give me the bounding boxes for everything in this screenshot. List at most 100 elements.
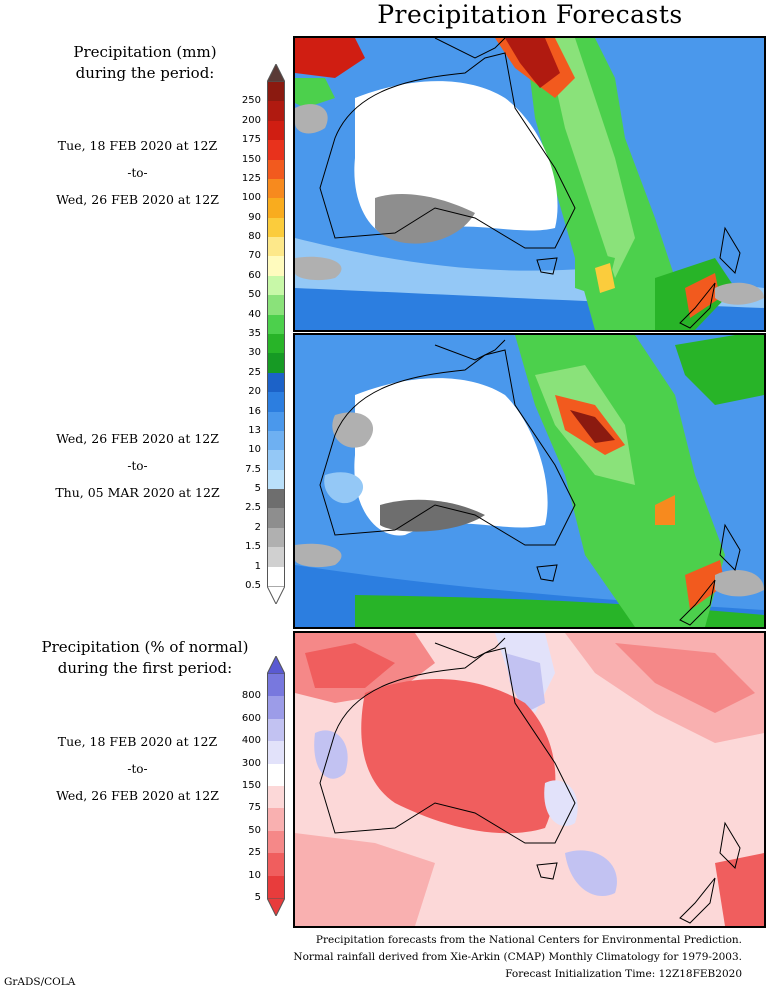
footer-line-3: Forecast Initialization Time: 12Z18FEB20… — [505, 968, 742, 980]
mm-scale-label: 10 — [248, 444, 261, 456]
mm-scale-label: 200 — [241, 114, 261, 126]
pct-scale-swatch — [267, 674, 285, 697]
page-title: Precipitation Forecasts — [377, 0, 683, 29]
mm-scale-label: 0.5 — [245, 580, 261, 591]
pct-scale-top-arrow — [267, 656, 285, 674]
pct-scale-swatch — [267, 696, 285, 720]
mm-scale-label: 100 — [241, 192, 261, 204]
pct-scale-swatch — [267, 741, 285, 765]
mm-scale-swatch — [267, 295, 285, 316]
pct-colorbar: 800 600 400 300 150 75 50 25 10 5 — [242, 656, 285, 916]
mm-scale-swatch — [267, 178, 285, 199]
mm-scale-label: 50 — [248, 289, 261, 301]
pct-scale-label: 10 — [248, 869, 261, 881]
pct-scale-swatch — [267, 875, 285, 899]
mm-scale-swatch — [267, 140, 285, 161]
period2-sep: -to- — [127, 459, 148, 473]
mm-scale-label: 13 — [248, 424, 261, 436]
mm-scale-swatch — [267, 489, 285, 509]
footer-line-1: Precipitation forecasts from the Nationa… — [315, 934, 742, 946]
mm-scale-label: 25 — [248, 366, 261, 378]
mm-scale-label: 40 — [248, 308, 261, 320]
pct-scale-label: 600 — [241, 712, 261, 724]
pct-scale-label: 300 — [241, 757, 261, 769]
mm-scale-swatch — [267, 82, 285, 102]
mm-scale-swatch — [267, 430, 285, 451]
precip-map-period1 — [295, 38, 764, 330]
mm-header-line2: during the period: — [75, 64, 215, 82]
period2-end: Thu, 05 MAR 2020 at 12Z — [55, 485, 220, 500]
mm-scale-swatch — [267, 120, 285, 141]
mm-scale-label: 1.5 — [245, 541, 261, 553]
mm-scale-bottom-arrow — [267, 586, 285, 604]
pct-header-line1: Precipitation (% of normal) — [41, 638, 249, 656]
pct-header: Precipitation (% of normal) during the f… — [0, 637, 290, 679]
mm-scale-swatch — [267, 314, 285, 335]
map-panel-period2 — [293, 333, 766, 629]
pct-scale-label: 5 — [254, 892, 261, 903]
pct-header-line2: during the first period: — [57, 659, 233, 677]
period2-start: Wed, 26 FEB 2020 at 12Z — [56, 431, 219, 446]
mm-scale-swatch — [267, 450, 285, 471]
mm-scale-label: 250 — [241, 95, 261, 107]
period1-start: Tue, 18 FEB 2020 at 12Z — [57, 138, 218, 153]
mm-scale-swatch — [267, 372, 285, 393]
map-panel-period1 — [293, 36, 766, 332]
mm-scale-swatch — [267, 237, 285, 257]
mm-scale-swatch — [267, 527, 285, 548]
precip-percent-map — [295, 633, 764, 926]
grads-credit: GrADS/COLA — [4, 976, 76, 988]
mm-header-line1: Precipitation (mm) — [73, 43, 217, 61]
mm-scale-label: 20 — [248, 386, 261, 398]
pct-scale-label: 800 — [241, 690, 261, 702]
pct-scale-label: 75 — [248, 802, 261, 814]
pct-scale-label: 50 — [248, 824, 261, 836]
mm-scale-label: 7.5 — [245, 463, 261, 475]
mm-scale-swatch — [267, 198, 285, 219]
pct-scale-label: 150 — [241, 780, 261, 791]
mm-scale-label: 175 — [241, 134, 261, 146]
mm-scale-swatch — [267, 275, 285, 296]
mm-header: Precipitation (mm) during the period: — [0, 42, 290, 84]
map-panel-percent — [293, 631, 766, 928]
period1-end: Wed, 26 FEB 2020 at 12Z — [56, 192, 219, 207]
period3-sep: -to- — [127, 762, 148, 776]
mm-colorbar: 250 200 175 150 125 100 90 80 70 60 50 40 35 30 25 20 16… — [242, 64, 285, 604]
mm-scale-label: 90 — [248, 211, 261, 223]
mm-scale-swatch — [267, 217, 285, 238]
pct-scale-label: 400 — [241, 735, 261, 747]
pct-scale-swatch — [267, 808, 285, 832]
period3-end: Wed, 26 FEB 2020 at 12Z — [56, 788, 219, 803]
mm-scale-label: 70 — [248, 250, 261, 262]
mm-scale-label: 80 — [248, 231, 261, 243]
mm-scale-top-arrow — [267, 64, 285, 82]
footer-line-2: Normal rainfall derived from Xie-Arkin (… — [293, 951, 742, 963]
mm-scale-swatch — [267, 469, 285, 490]
mm-scale-swatch — [267, 159, 285, 180]
pct-scale-swatch — [267, 763, 285, 787]
pct-scale-bottom-arrow — [267, 898, 285, 916]
mm-scale-swatch — [267, 334, 285, 354]
mm-scale-label: 125 — [241, 172, 261, 184]
mm-scale-swatch — [267, 353, 285, 374]
pct-scale-swatch — [267, 786, 285, 809]
period3-start: Tue, 18 FEB 2020 at 12Z — [57, 734, 218, 749]
mm-scale-label: 30 — [248, 347, 261, 359]
pct-scale-swatch — [267, 718, 285, 742]
mm-scale-label: 1 — [254, 560, 261, 572]
mm-scale-label: 150 — [241, 153, 261, 165]
pct-scale-label: 25 — [248, 847, 261, 859]
mm-scale-swatch — [267, 101, 285, 122]
mm-scale-swatch — [267, 256, 285, 277]
precip-map-period2 — [295, 335, 764, 627]
mm-scale-label: 5 — [254, 483, 261, 495]
mm-scale-swatch — [267, 547, 285, 568]
pct-scale-swatch — [267, 853, 285, 877]
mm-scale-swatch — [267, 411, 285, 432]
mm-scale-label: 2.5 — [245, 502, 261, 514]
mm-scale-label: 16 — [248, 405, 261, 417]
mm-scale-label: 2 — [254, 521, 261, 533]
period1-sep: -to- — [127, 166, 148, 180]
mm-scale-swatch — [267, 508, 285, 529]
pct-scale-swatch — [267, 830, 285, 854]
